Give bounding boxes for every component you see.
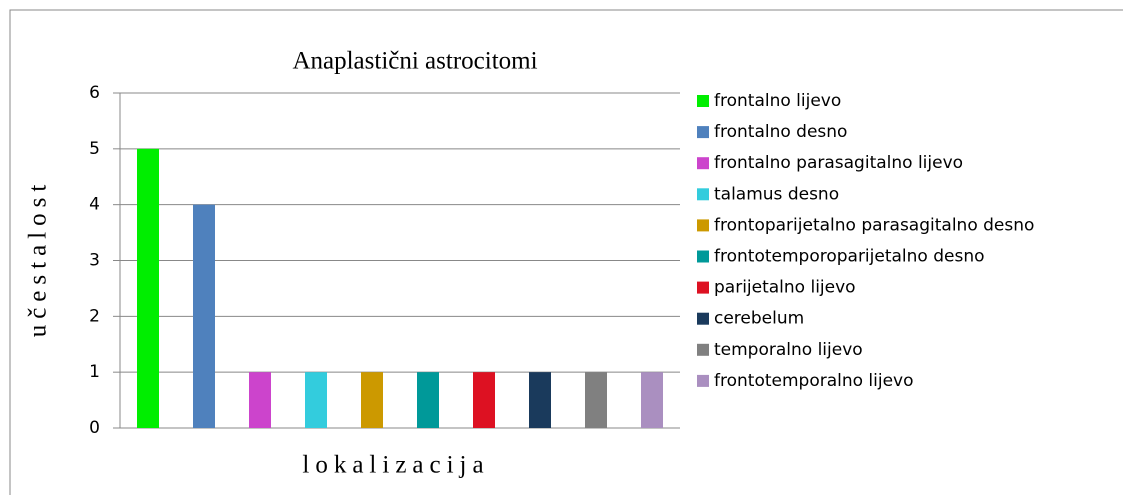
legend-label: cerebelum	[714, 309, 804, 329]
bar	[417, 372, 439, 428]
bar	[137, 148, 159, 429]
legend-label: frontotemporoparijetalno desno	[714, 247, 985, 267]
y-tick-label: 4	[89, 195, 100, 215]
legend-swatch	[697, 281, 709, 294]
bar	[473, 372, 495, 428]
legend-label: frontalno parasagitalno lijevo	[714, 153, 963, 173]
y-axis-label: učestalost	[25, 179, 52, 338]
legend-swatch	[697, 157, 709, 170]
legend-swatch	[697, 312, 709, 325]
legend-swatch	[697, 188, 709, 201]
legend-label: frontalno desno	[714, 122, 847, 142]
bar	[361, 372, 383, 428]
legend-label: parijetalno lijevo	[714, 278, 856, 298]
bar	[585, 372, 607, 428]
y-tick-label: 6	[89, 83, 100, 103]
bar	[305, 372, 327, 428]
bar	[641, 372, 663, 428]
y-tick-label: 1	[89, 362, 100, 382]
legend-swatch	[697, 250, 709, 263]
legend-swatch	[697, 219, 709, 232]
legend-label: talamus desno	[714, 184, 839, 204]
legend-swatch	[697, 95, 709, 107]
y-tick-label: 5	[89, 139, 100, 159]
bar	[529, 372, 551, 428]
y-tick-label: 0	[89, 418, 100, 438]
chart-title: Anaplastični astrocitomi	[292, 48, 537, 75]
bar	[249, 372, 271, 428]
legend-label: temporalno lijevo	[714, 340, 863, 360]
legend-label: frontalno lijevo	[714, 91, 841, 111]
y-tick-label: 3	[89, 251, 100, 271]
legend-label: frontotemporalno lijevo	[714, 371, 914, 391]
y-tick-label: 2	[89, 306, 100, 326]
x-axis-label: lokalizacija	[302, 452, 489, 479]
legend-swatch	[697, 343, 709, 356]
legend-swatch	[697, 374, 709, 387]
bar	[193, 204, 215, 428]
legend-swatch	[697, 126, 709, 139]
legend-label: frontoparijetalno parasagitalno desno	[714, 215, 1034, 235]
